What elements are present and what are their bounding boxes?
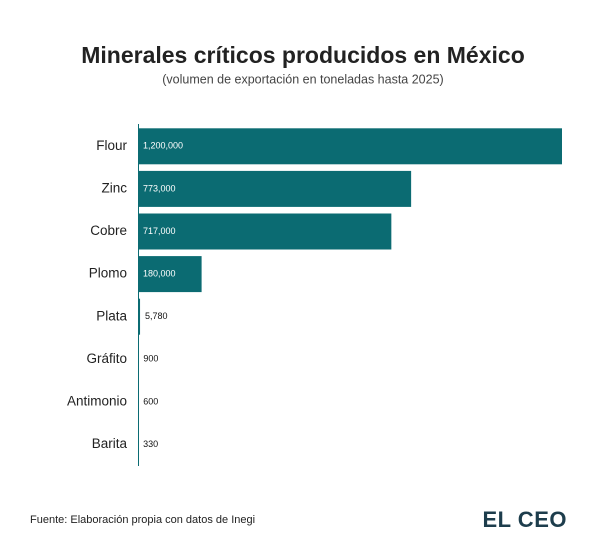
category-label: Gráfito (86, 351, 127, 366)
category-label: Plomo (89, 266, 127, 281)
value-label: 5,780 (145, 311, 168, 321)
bar (138, 256, 202, 293)
category-label: Antimonio (67, 393, 127, 408)
value-label: 900 (143, 354, 158, 364)
value-label: 330 (143, 439, 158, 449)
chart-title: Minerales críticos producidos en México (81, 42, 525, 68)
category-label: Cobre (90, 223, 127, 238)
value-label: 180,000 (143, 268, 176, 278)
category-label: Zinc (101, 180, 127, 195)
category-label: Barita (92, 436, 128, 451)
source-note: Fuente: Elaboración propia con datos de … (30, 514, 255, 526)
chart-subtitle: (volumen de exportación en toneladas has… (162, 72, 443, 86)
bar (138, 298, 141, 335)
value-label: 1,200,000 (143, 141, 183, 151)
value-label: 773,000 (143, 183, 176, 193)
bar (138, 213, 392, 250)
bar (138, 170, 412, 207)
category-label: Flour (96, 138, 127, 153)
category-label: Plata (96, 308, 127, 323)
value-label: 717,000 (143, 226, 176, 236)
logo: EL CEO (482, 507, 567, 532)
value-label: 600 (143, 396, 158, 406)
bar (138, 128, 562, 165)
